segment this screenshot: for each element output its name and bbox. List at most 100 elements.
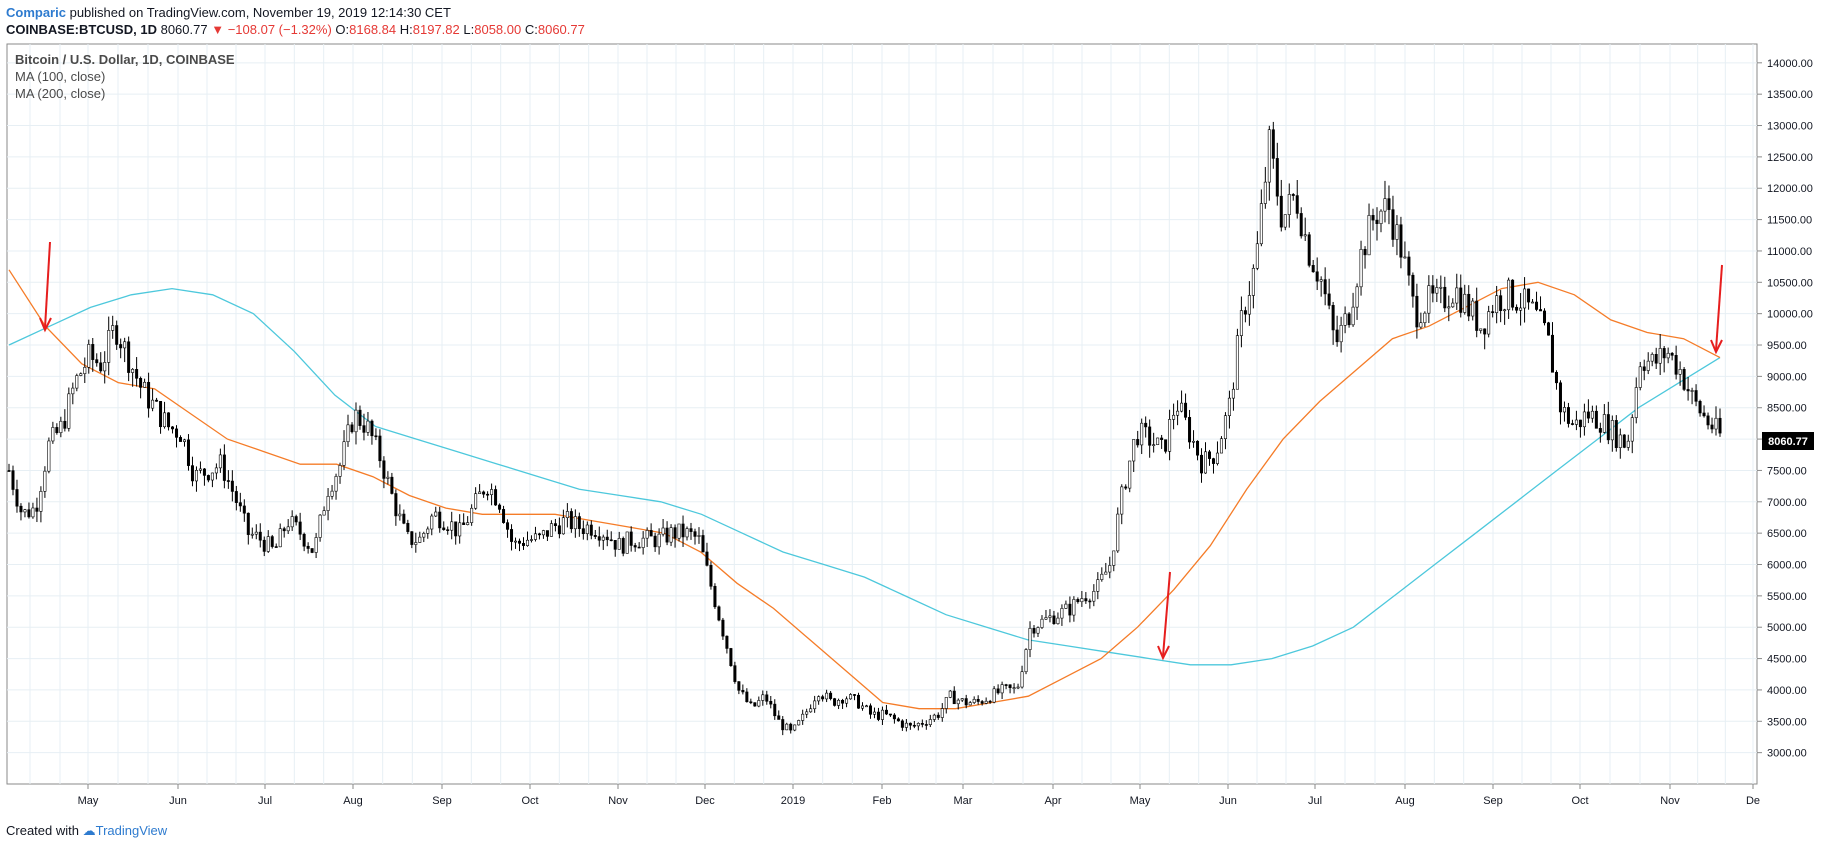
candle-body — [167, 412, 171, 428]
candle-body — [924, 724, 928, 726]
y-tick-label: 6500.00 — [1767, 528, 1807, 540]
price-axis[interactable]: 3000.00 3500.00 4000.00 4500.00 5000.00 5500.… — [1757, 58, 1813, 760]
candle-body — [1550, 334, 1554, 373]
candle-body — [67, 393, 71, 429]
candle-body — [55, 427, 59, 434]
candle-body — [175, 428, 179, 438]
candle-body — [876, 711, 880, 720]
candle-body — [1646, 360, 1650, 371]
candle-body — [398, 513, 402, 517]
candle-body — [613, 540, 617, 550]
last-price: 8060.77 — [160, 22, 208, 37]
candle-body — [75, 375, 79, 389]
candle-body — [1227, 397, 1231, 416]
tradingview-link[interactable]: TradingView — [95, 823, 168, 838]
candle-body — [1056, 617, 1060, 625]
candle-body — [43, 470, 47, 492]
footer: Created with ☁TradingView — [6, 823, 167, 839]
candle-body — [1630, 417, 1634, 442]
candle-body — [964, 698, 968, 706]
candle-body — [777, 715, 781, 720]
candle-body — [553, 523, 557, 527]
candle-body — [346, 424, 350, 443]
candle-body — [868, 705, 872, 715]
candle-body — [920, 723, 924, 725]
candle-body — [1196, 440, 1200, 456]
candle-body — [190, 465, 194, 482]
candle-body — [278, 528, 282, 548]
candle-body — [1415, 295, 1419, 328]
candle-body — [1283, 214, 1287, 228]
candle-body — [753, 702, 757, 707]
candle-body — [1072, 599, 1076, 616]
candle-body — [254, 531, 258, 535]
candle-body — [131, 369, 135, 373]
candle-body — [306, 545, 310, 549]
x-tick-label: Jul — [258, 795, 272, 807]
candle-body — [1471, 300, 1475, 317]
open-label: O: — [335, 22, 350, 37]
candle-body — [809, 708, 813, 713]
candle-body — [234, 491, 238, 503]
publish-line: Comparic published on TradingView.com, N… — [6, 4, 585, 21]
candle-body — [1706, 415, 1710, 426]
candle-body — [948, 690, 952, 698]
candle-body — [1024, 649, 1028, 673]
y-tick-label: 11500.00 — [1767, 215, 1812, 227]
candle-body — [829, 692, 833, 699]
candle-body — [1259, 203, 1263, 245]
legend-ma100[interactable]: MA (100, close) — [15, 69, 106, 84]
candle-body — [737, 681, 741, 691]
candle-body — [741, 690, 745, 693]
candle-body — [1200, 454, 1204, 474]
ma200-series-line — [8, 287, 1721, 666]
candle-body — [1060, 608, 1064, 619]
x-tick-label: Aug — [343, 795, 363, 807]
candle-body — [1718, 417, 1722, 434]
legend-ma200[interactable]: MA (200, close) — [15, 86, 106, 101]
high-value: 8197.82 — [412, 22, 460, 37]
candle-body — [1483, 328, 1487, 335]
candle-body — [1435, 287, 1439, 294]
y-tick-label: 3000.00 — [1767, 748, 1807, 760]
candle-body — [789, 723, 793, 731]
candle-body — [1658, 348, 1662, 364]
candle-body — [430, 515, 434, 530]
candle-body — [1383, 198, 1387, 212]
candle-body — [1451, 302, 1455, 308]
candle-body — [1188, 417, 1192, 443]
y-tick-label: 5000.00 — [1767, 622, 1807, 634]
candle-body — [1100, 573, 1104, 580]
candle-body — [274, 546, 278, 548]
time-axis[interactable]: May Jun Jul Aug Sep Oct Nov Dec 2019 Feb Mar Apr May… — [78, 784, 1760, 807]
candle-body — [1674, 355, 1678, 375]
candle-body — [210, 472, 214, 481]
candle-body — [314, 537, 318, 553]
candle-body — [900, 720, 904, 728]
candle-body — [609, 539, 613, 542]
candle-body — [1084, 598, 1088, 602]
candle-body — [841, 699, 845, 704]
candle-body — [1594, 410, 1598, 429]
legend-title[interactable]: Bitcoin / U.S. Dollar, 1D, COINBASE — [15, 52, 235, 67]
candle-body — [880, 709, 884, 720]
candle-body — [454, 521, 458, 537]
candle-body — [290, 516, 294, 528]
candle-body — [669, 527, 673, 543]
y-tick-label: 4000.00 — [1767, 685, 1807, 697]
candle-body — [585, 524, 589, 535]
candle-body — [1690, 390, 1694, 392]
candle-body — [705, 551, 709, 566]
candle-body — [1427, 285, 1431, 314]
candle-body — [793, 724, 797, 731]
high-label: H: — [399, 22, 413, 37]
candle-body — [1192, 440, 1196, 443]
candle-body — [1423, 312, 1427, 324]
candle-body — [1467, 293, 1471, 317]
author-link[interactable]: Comparic — [6, 5, 66, 20]
candle-body — [1331, 305, 1335, 331]
candle-body — [310, 548, 314, 553]
candle-body — [1104, 571, 1108, 575]
candle-body — [438, 511, 442, 529]
